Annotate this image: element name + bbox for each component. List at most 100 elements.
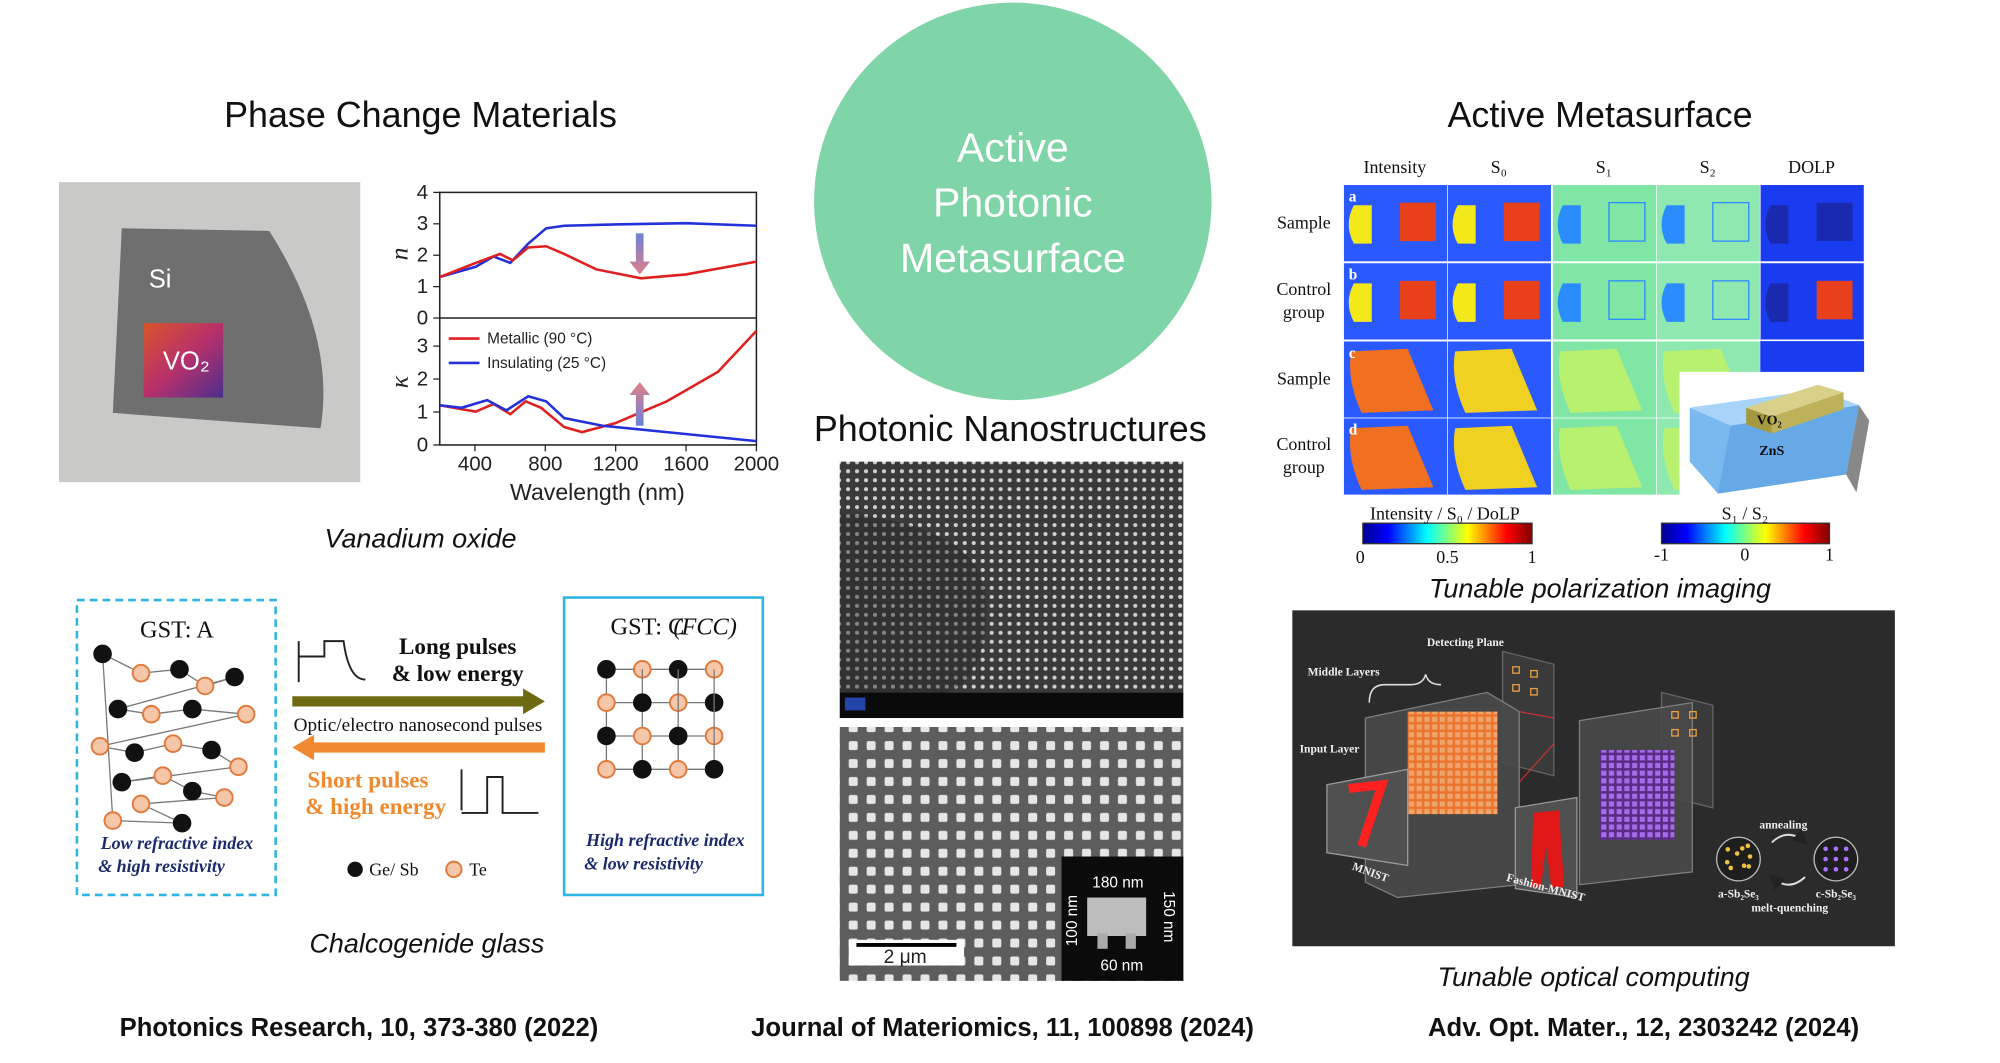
atom xyxy=(90,736,110,756)
caption: Chalcogenide glass xyxy=(310,929,545,959)
caption: Tunable polarization imaging xyxy=(1429,574,1771,604)
pulse-label: Short pulses xyxy=(307,766,428,792)
shape xyxy=(839,512,987,693)
shape xyxy=(439,329,758,434)
shape xyxy=(1400,280,1436,320)
group xyxy=(90,644,256,833)
atom xyxy=(633,726,652,746)
shape xyxy=(1712,202,1750,242)
shape xyxy=(1530,810,1565,888)
row-label: Control xyxy=(1276,279,1331,299)
axis-label: κ xyxy=(385,375,414,388)
y-tick-label: 0 xyxy=(417,306,428,329)
state-label: GST: C xyxy=(610,614,684,641)
center-title: Active xyxy=(957,125,1069,171)
shape xyxy=(1816,202,1853,242)
shape xyxy=(1816,280,1853,320)
device-label: VO₂ xyxy=(1757,412,1782,428)
layer-label: annealing xyxy=(1759,819,1807,831)
atom xyxy=(112,772,132,792)
atom xyxy=(668,760,688,779)
shape xyxy=(1518,710,1555,783)
panel-letter: a xyxy=(1349,188,1357,205)
detector xyxy=(1512,666,1520,674)
colorbar-tick: 1 xyxy=(1528,547,1537,567)
atom xyxy=(1739,846,1745,851)
reference: Photonics Research, 10, 373-380 (2022) xyxy=(120,1014,599,1042)
atom xyxy=(1745,843,1751,849)
detector xyxy=(1530,687,1538,696)
atom xyxy=(1747,854,1753,859)
shape xyxy=(1771,392,1844,434)
y-tick-label: 3 xyxy=(417,212,428,235)
atom xyxy=(225,667,244,687)
x-tick-label: 400 xyxy=(458,453,492,476)
group xyxy=(1724,843,1753,871)
atom xyxy=(131,794,151,814)
y-tick-label: 1 xyxy=(417,275,428,298)
atom xyxy=(1746,864,1752,869)
atom xyxy=(597,760,616,779)
atom xyxy=(1823,846,1828,852)
shape xyxy=(1503,280,1540,320)
atom xyxy=(1823,856,1828,862)
shape xyxy=(1765,205,1789,244)
shape xyxy=(1608,202,1646,242)
detector xyxy=(1689,710,1697,719)
atom xyxy=(103,811,123,830)
shape xyxy=(439,244,757,280)
shape xyxy=(1407,711,1498,815)
legend-label: Insulating (25 °C) xyxy=(487,355,606,372)
shape xyxy=(1348,205,1372,244)
shape xyxy=(1368,674,1442,703)
atom xyxy=(236,704,256,724)
atom xyxy=(1843,867,1849,872)
atom xyxy=(597,693,616,712)
section-title: Phase Change Materials xyxy=(224,95,617,135)
shape xyxy=(1846,405,1870,493)
section-title: Active Metasurface xyxy=(1447,95,1752,135)
pulse-label: Long pulses xyxy=(399,633,516,659)
group: Phase Change Materials Photonic Nanostruc… xyxy=(98,95,1859,1042)
y-tick-label: 3 xyxy=(417,335,428,358)
atom xyxy=(215,788,234,807)
row-label: Control xyxy=(1276,434,1331,454)
colorbar-title: S₁ / S₂ xyxy=(1722,503,1768,523)
shape xyxy=(1765,283,1789,322)
group: 400 800 1200 1600 2000 0 1 2 3 4 0 1 2 3 xyxy=(417,181,779,476)
panel-letter: d xyxy=(1349,422,1358,439)
atom xyxy=(1833,867,1839,872)
atom xyxy=(1833,856,1839,862)
shape xyxy=(629,233,650,275)
reference: Journal of Materiomics, 11, 100898 (2024… xyxy=(751,1014,1254,1042)
detector xyxy=(1689,728,1697,737)
atom xyxy=(1728,865,1734,871)
layer-label: melt-quenching xyxy=(1751,903,1828,915)
pulse-label: & low energy xyxy=(392,660,524,686)
detector xyxy=(1671,710,1679,719)
shape xyxy=(1712,280,1750,320)
shape xyxy=(1557,205,1581,244)
atom xyxy=(172,813,192,833)
colorbar-tick: 0.5 xyxy=(1436,547,1458,567)
legend-label: Te xyxy=(469,860,487,880)
colorbar-tick: 0 xyxy=(1740,544,1749,564)
colorbar-title: Intensity / S₀ / DoLP xyxy=(1370,503,1520,523)
atom xyxy=(153,766,173,786)
shape xyxy=(1452,283,1476,322)
panel-letter: b xyxy=(1349,267,1358,284)
layer-label: c-Sb₂Se₃ xyxy=(1816,889,1857,901)
atom xyxy=(229,757,248,777)
shape xyxy=(1350,425,1434,490)
detector xyxy=(1671,728,1679,737)
bond xyxy=(112,819,183,824)
shape xyxy=(1348,283,1372,322)
bond xyxy=(117,676,235,710)
y-tick-label: 2 xyxy=(417,244,428,267)
caption: Vanadium oxide xyxy=(325,524,517,554)
group xyxy=(597,660,724,779)
pulse-label: & high energy xyxy=(305,793,446,819)
shape xyxy=(347,861,363,878)
